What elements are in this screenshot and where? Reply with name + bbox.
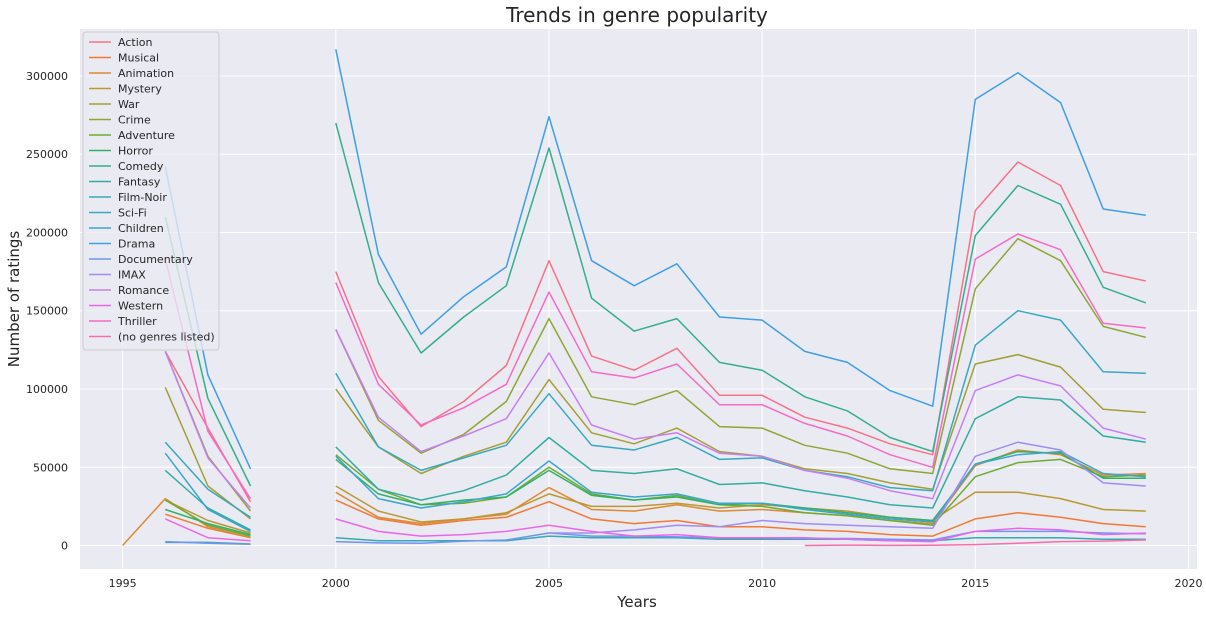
legend-entry-label: Mystery [118,83,162,96]
x-tick-label: 2010 [748,577,776,590]
series-line [164,396,1146,531]
legend-entry-label: Horror [118,145,153,158]
y-tick-label: 150000 [26,305,68,318]
series-line [164,485,1146,534]
series-lines [122,49,1147,547]
legend-entry-label: Children [118,222,164,235]
legend-entry-label: Comedy [118,160,164,173]
x-tick-label: 1995 [109,577,137,590]
x-tick-label: 2020 [1174,577,1202,590]
legend-box [82,31,220,351]
legend-entry-label: Thriller [117,315,157,328]
x-tick-label: 2000 [322,577,350,590]
legend-entry-label: Action [118,36,152,49]
y-tick-label: 200000 [26,226,68,239]
x-axis-label: Years [616,593,657,611]
y-tick-label: 250000 [26,148,68,161]
y-axis-label: Number of ratings [5,231,23,368]
plot-area [80,29,1197,569]
series-line [164,454,1146,537]
legend-entry-label: Animation [118,67,174,80]
series-line [164,450,1146,533]
y-tick-labels: 0 50000 100000 150000 200000 250000 300000 [26,70,68,553]
y-tick-label: 50000 [33,461,68,474]
y-tick-label: 100000 [26,383,68,396]
legend-entry-label: Film-Noir [118,191,167,204]
series-line [549,441,1146,534]
legend-entry-label: Drama [118,238,155,251]
x-tick-labels: 1995 2000 2005 2010 2015 2020 [109,577,1203,590]
legend-entry-label: Adventure [118,129,175,142]
legend-entry-label: Fantasy [118,176,161,189]
series-line [164,518,1146,543]
series-line [164,329,1146,509]
legend-entry-label: Romance [118,284,169,297]
legend-entry-label: War [118,98,140,111]
x-tick-label: 2005 [535,577,563,590]
x-tick-label: 2015 [961,577,989,590]
series-line [164,309,1146,518]
series-line [804,539,1146,547]
y-tick-label: 300000 [26,70,68,83]
legend-entry-label: Western [118,300,163,313]
y-tick-label: 0 [61,540,68,553]
legend-entry-label: Documentary [118,253,193,266]
legend-entry-label: Musical [118,52,159,65]
legend: Action Musical Animation Mystery War Crime Adv… [82,31,220,351]
legend-entry-label: Sci-Fi [118,207,147,220]
y-gridlines [80,75,1197,547]
legend-entry-label: IMAX [118,269,146,282]
legend-entry-label: Crime [118,114,151,127]
chart-title: Trends in genre popularity [505,3,768,27]
legend-entry-label: (no genres listed) [118,331,215,344]
